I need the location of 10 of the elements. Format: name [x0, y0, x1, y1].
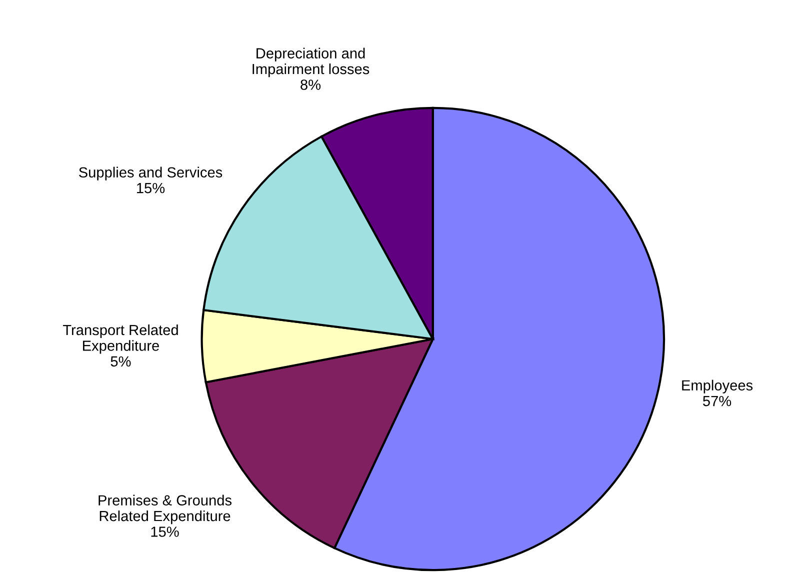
- slice-label: Supplies and Services: [79, 166, 222, 180]
- slice-label: Employees: [682, 380, 753, 394]
- slice-label: Premises & Grounds Related Expenditure: [98, 494, 232, 524]
- data-label: 15%: [151, 526, 179, 537]
- data-label: 5%: [110, 356, 131, 367]
- slice-label: Transport Related Expenditure: [62, 324, 178, 354]
- data-label: 57%: [703, 396, 732, 406]
- data-label: 8%: [300, 80, 321, 90]
- slice-label: Depreciation and Impairment losses: [252, 48, 370, 78]
- data-label: 15%: [137, 182, 165, 194]
